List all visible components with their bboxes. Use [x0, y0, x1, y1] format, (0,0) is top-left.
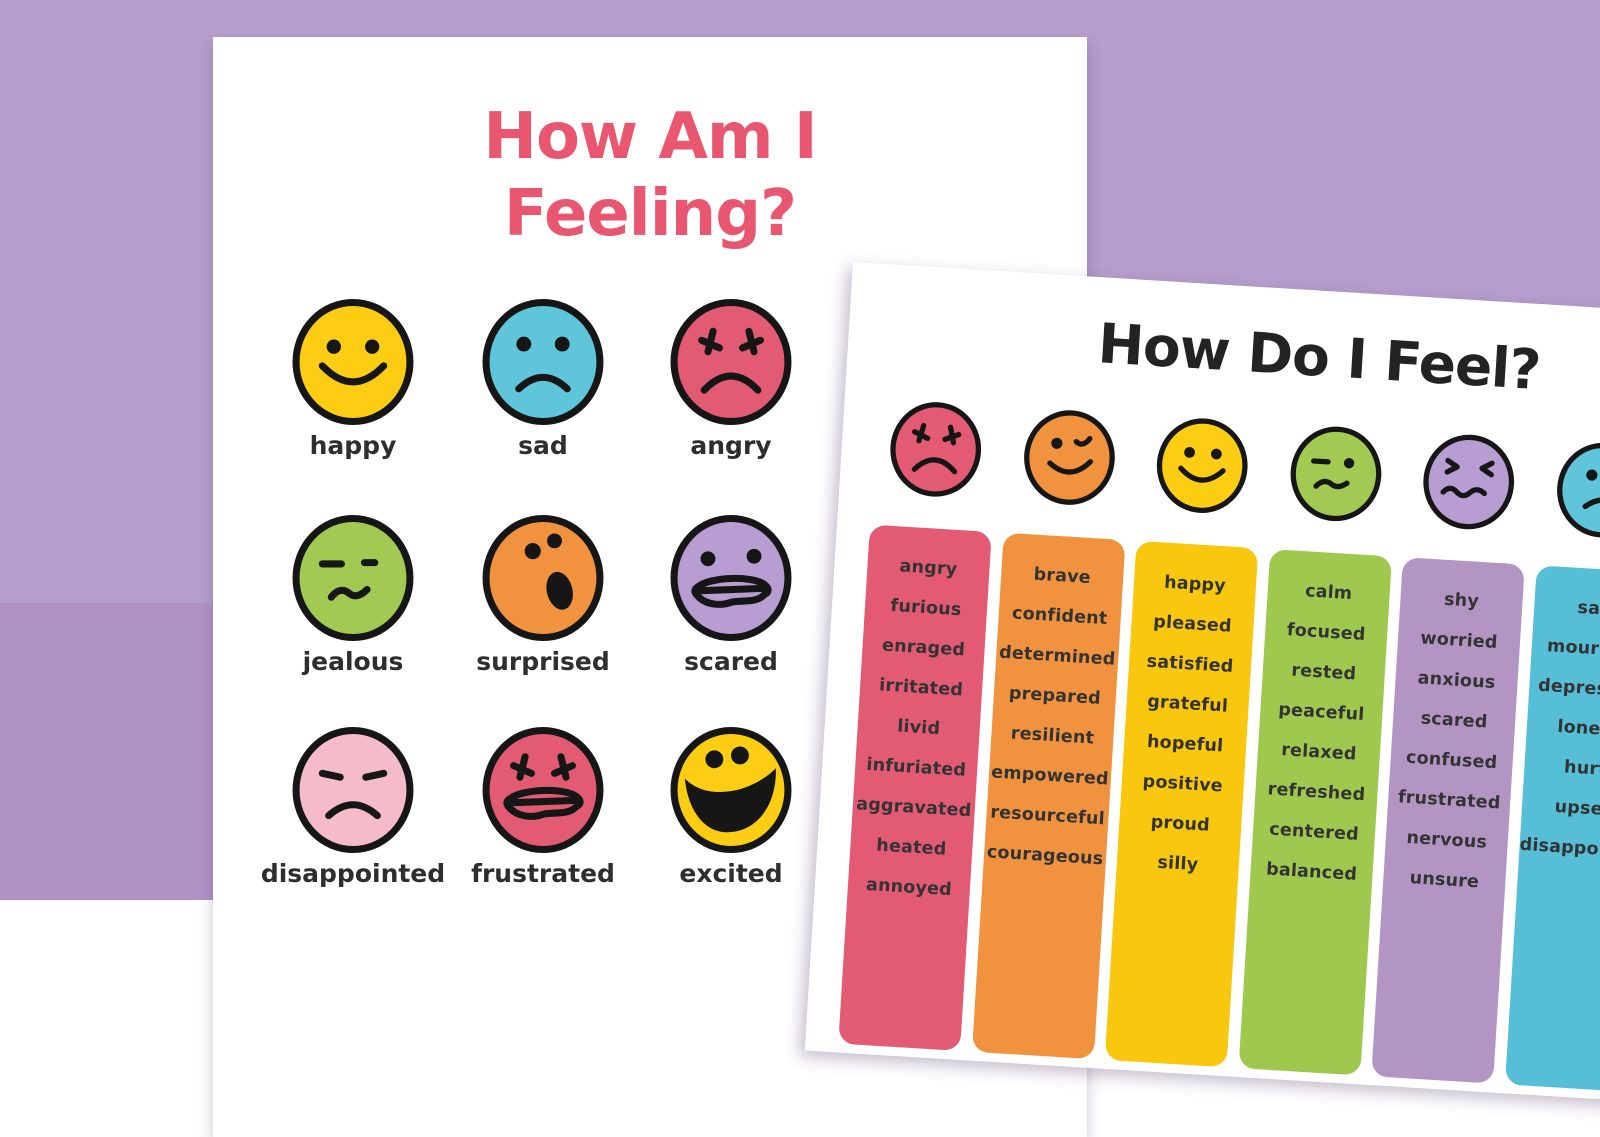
- face-label: angry: [690, 431, 772, 460]
- feeling-word: peaceful: [1277, 699, 1365, 726]
- feelings-column-calm: calm focused rested peaceful relaxed ref…: [1238, 549, 1393, 1076]
- face-label: disappointed: [260, 859, 446, 888]
- face-label: surprised: [476, 647, 610, 676]
- feeling-word: courageous: [986, 842, 1104, 870]
- angry-face-icon: [667, 295, 795, 429]
- excited-face-icon: [667, 723, 795, 857]
- face-label: jealous: [302, 647, 404, 676]
- feeling-word: aggravated: [855, 794, 972, 822]
- feeling-word: silly: [1156, 852, 1199, 876]
- disappointed-face-icon: [289, 723, 417, 857]
- sad-face-icon: [479, 295, 607, 429]
- sad-face-icon: [1552, 437, 1600, 543]
- poster-left-title-line1: How Am I: [483, 100, 817, 174]
- scared-face-icon: [667, 511, 795, 645]
- frustrated-face-icon: [479, 723, 607, 857]
- feeling-word: depressed: [1537, 675, 1600, 702]
- feeling-word: frustrated: [1397, 787, 1502, 814]
- feelings-column-worried: shy worried anxious scared confused frus…: [1371, 557, 1525, 1084]
- angry-face-icon: [885, 397, 987, 503]
- poster-how-do-i-feel: How Do I Feel? angry furious enraged irr…: [804, 262, 1600, 1121]
- face-label: scared: [684, 647, 778, 676]
- poster-right-title: How Do I Feel?: [1096, 311, 1542, 403]
- feelings-column-angry: angry furious enraged irritated livid in…: [838, 524, 992, 1052]
- feeling-word: satisfied: [1146, 651, 1235, 677]
- jealous-face-icon: [289, 511, 417, 645]
- happy-face-icon: [1151, 413, 1253, 519]
- poster-left-title: How Am I Feeling?: [213, 99, 1087, 253]
- feeling-word: irritated: [878, 675, 964, 701]
- face-label: sad: [518, 431, 568, 460]
- feelings-column-proud: brave confident determined prepared resi…: [972, 532, 1126, 1060]
- feeling-word: annoyed: [865, 874, 953, 901]
- face-label: happy: [309, 431, 397, 460]
- feelings-column-happy: happy pleased satisfied grateful hopeful…: [1104, 540, 1259, 1068]
- face-label: excited: [679, 859, 783, 888]
- poster-left-title-line2: Feeling?: [503, 177, 797, 251]
- feeling-word: unsure: [1409, 868, 1480, 893]
- feeling-word: balanced: [1265, 859, 1358, 885]
- happy-face-icon: [289, 295, 417, 429]
- feeling-word: disappointed: [1519, 834, 1600, 863]
- face-label: frustrated: [471, 859, 615, 888]
- uneasy-face-icon: [1285, 421, 1387, 527]
- wink-face-icon: [1019, 405, 1121, 511]
- surprised-face-icon: [479, 511, 607, 645]
- worried-face-icon: [1418, 429, 1520, 535]
